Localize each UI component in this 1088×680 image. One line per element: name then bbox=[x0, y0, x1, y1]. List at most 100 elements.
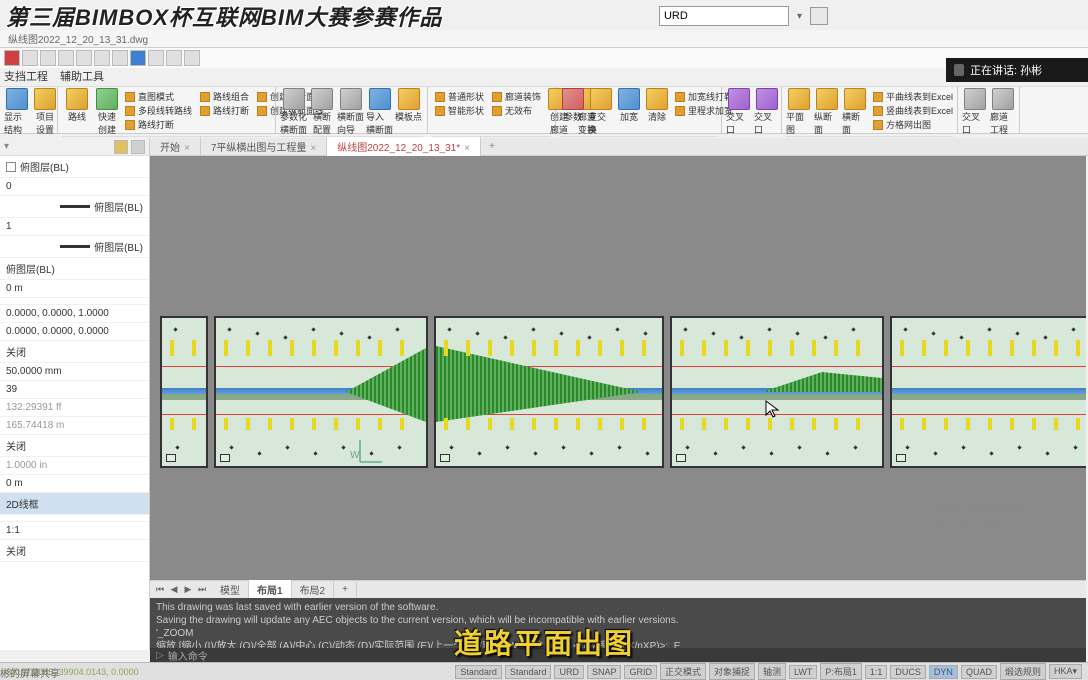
tab-layout1[interactable]: 布局1 bbox=[249, 580, 292, 599]
btn-normal-shape[interactable]: 普通形状 bbox=[435, 90, 484, 103]
btn-invalid-layout[interactable]: 无效布 bbox=[492, 104, 541, 117]
btn-route[interactable]: 路线 bbox=[62, 88, 92, 123]
title-bar: 纵线图2022_12_20_13_31.dwg bbox=[0, 30, 1088, 48]
btn-param-section[interactable]: 参数化横断面 bbox=[280, 88, 307, 136]
status-btn[interactable]: HKA▾ bbox=[1049, 664, 1082, 679]
quick-access-toolbar bbox=[0, 48, 1088, 68]
status-btn[interactable]: 1:1 bbox=[865, 665, 888, 679]
tab-model[interactable]: 模型 bbox=[212, 580, 249, 599]
menu-tools[interactable]: 辅助工具 bbox=[60, 68, 104, 86]
panel-value: 俯图层(BL) bbox=[0, 236, 149, 258]
tab-doc2[interactable]: 纵线图2022_12_20_13_31*× bbox=[327, 137, 481, 156]
btn-route-break[interactable]: 路线打断 bbox=[125, 118, 192, 131]
btn-quick-create[interactable]: 快速创建 bbox=[94, 88, 120, 136]
qat-btn[interactable] bbox=[130, 50, 146, 66]
settings-icon[interactable] bbox=[131, 140, 145, 154]
btn-clear[interactable]: 清除 bbox=[644, 88, 670, 123]
nav-first[interactable]: ⏮ bbox=[154, 584, 166, 596]
btn-vcurve-excel[interactable]: 竖曲线表到Excel bbox=[873, 104, 953, 117]
status-btn[interactable]: Standard bbox=[455, 665, 502, 679]
panel-value[interactable]: 2D线框 bbox=[0, 493, 149, 515]
properties-panel: ▾ 俯图层(BL) 0 俯图层(BL) 1 俯图层(BL) 俯图层(BL) 0 … bbox=[0, 138, 150, 650]
btn-var-exchange[interactable]: 变交换 bbox=[588, 88, 614, 136]
tab-layout2[interactable]: 布局2 bbox=[292, 580, 335, 599]
layout-tabs: ⏮ ◀ ▶ ⏭ 模型 布局1 布局2 + bbox=[150, 580, 1086, 598]
status-btn[interactable]: GRID bbox=[624, 665, 657, 679]
btn-grid-plot[interactable]: 方格网出图 bbox=[873, 118, 953, 131]
btn-proj-settings[interactable]: 项目设置 bbox=[32, 88, 58, 136]
btn-widen[interactable]: 加宽 bbox=[616, 88, 642, 123]
btn-polyline-route[interactable]: 多段线转路线 bbox=[125, 104, 192, 117]
wcs-icon: W bbox=[350, 432, 390, 472]
btn-smart-shape[interactable]: 智能形状 bbox=[435, 104, 484, 117]
status-btn[interactable]: QUAD bbox=[961, 665, 997, 679]
filter-icon[interactable] bbox=[114, 140, 128, 154]
nav-prev[interactable]: ◀ bbox=[168, 584, 180, 596]
btn-import-section[interactable]: 导入横断面 bbox=[366, 88, 393, 136]
panel-value: 0 m bbox=[0, 280, 149, 298]
panel-value: 俯图层(BL) bbox=[0, 258, 149, 280]
panel-value: 关闭 bbox=[0, 341, 149, 363]
svg-text:W: W bbox=[350, 450, 360, 461]
status-btn[interactable]: 正交模式 bbox=[660, 663, 706, 680]
status-btn[interactable]: P:布局1 bbox=[820, 663, 862, 680]
presenting-bar: 正在讲话: 孙彬 bbox=[946, 58, 1088, 82]
tab-add[interactable]: + bbox=[481, 139, 503, 154]
status-bar: 83107.2065, 39904.0143, 0.0000 StandardS… bbox=[0, 662, 1088, 680]
btn-section-config[interactable]: 横断配置 bbox=[309, 88, 335, 136]
qat-new[interactable] bbox=[22, 50, 38, 66]
btn-corridor-deco[interactable]: 廊道装饰 bbox=[492, 90, 541, 103]
status-btn[interactable]: URD bbox=[554, 665, 584, 679]
menu-retaining[interactable]: 支挡工程 bbox=[4, 68, 48, 86]
btn-plan-view[interactable]: 平面图 bbox=[786, 88, 812, 136]
status-btn[interactable]: SNAP bbox=[587, 665, 622, 679]
qat-redo[interactable] bbox=[112, 50, 128, 66]
btn-route-combine[interactable]: 路线组合 bbox=[200, 90, 249, 103]
btn-params[interactable]: 参数 bbox=[560, 88, 586, 123]
status-btn[interactable]: DUCS bbox=[890, 665, 926, 679]
panel-value: 0 bbox=[0, 178, 149, 196]
panel-value: 关闭 bbox=[0, 540, 149, 562]
share-label: 彬的屏幕共享 bbox=[0, 665, 60, 680]
panel-value: 50.0000 mm bbox=[0, 363, 149, 381]
search-button[interactable] bbox=[810, 7, 828, 25]
video-caption: 道路平面出图 bbox=[454, 622, 634, 662]
panel-value: 0 m bbox=[0, 475, 149, 493]
qat-print[interactable] bbox=[76, 50, 92, 66]
btn-line-mode[interactable]: 直图模式 bbox=[125, 90, 192, 103]
panel-value: 1:1 bbox=[0, 522, 149, 540]
drawing-canvas[interactable]: W 激活 Windows 转到"设置"以激活 Windows。 bbox=[150, 156, 1086, 580]
status-btn[interactable]: 煅选规则 bbox=[1000, 663, 1046, 680]
qat-btn[interactable] bbox=[166, 50, 182, 66]
btn-route-break2[interactable]: 路线打断 bbox=[200, 104, 249, 117]
panel-value: 0.0000, 0.0000, 1.0000 bbox=[0, 305, 149, 323]
qat-open[interactable] bbox=[40, 50, 56, 66]
nav-last[interactable]: ⏭ bbox=[196, 584, 208, 596]
layer-row[interactable]: 俯图层(BL) bbox=[0, 156, 149, 178]
status-btn[interactable]: DYN bbox=[929, 665, 958, 679]
qat-undo[interactable] bbox=[94, 50, 110, 66]
qat-save[interactable] bbox=[58, 50, 74, 66]
panel-value: 关闭 bbox=[0, 435, 149, 457]
tab-add-layout[interactable]: + bbox=[334, 582, 357, 597]
qat-app-icon[interactable] bbox=[4, 50, 20, 66]
qat-btn[interactable] bbox=[184, 50, 200, 66]
btn-template-pt[interactable]: 模板点 bbox=[395, 88, 422, 123]
status-btn[interactable]: Standard bbox=[505, 665, 552, 679]
status-btn[interactable]: LWT bbox=[789, 665, 817, 679]
qat-btn[interactable] bbox=[148, 50, 164, 66]
status-btn[interactable]: 对象捕捉 bbox=[709, 663, 755, 680]
status-btn[interactable]: 轴测 bbox=[758, 663, 786, 680]
tab-start[interactable]: 开始× bbox=[150, 137, 201, 156]
btn-cross-section[interactable]: 横断面 bbox=[842, 88, 868, 136]
nav-next[interactable]: ▶ bbox=[182, 584, 194, 596]
tab-doc1[interactable]: 7平纵横出图与工程量× bbox=[201, 137, 327, 156]
search-input[interactable] bbox=[659, 6, 789, 26]
panel-value bbox=[0, 515, 149, 522]
panel-value: 39 bbox=[0, 381, 149, 399]
panel-value: 俯图层(BL) bbox=[0, 196, 149, 218]
btn-profile[interactable]: 纵断面 bbox=[814, 88, 840, 136]
panel-value: 1 bbox=[0, 218, 149, 236]
btn-section-wizard[interactable]: 横断面向导 bbox=[337, 88, 364, 136]
btn-hcurve-excel[interactable]: 平曲线表到Excel bbox=[873, 90, 953, 103]
